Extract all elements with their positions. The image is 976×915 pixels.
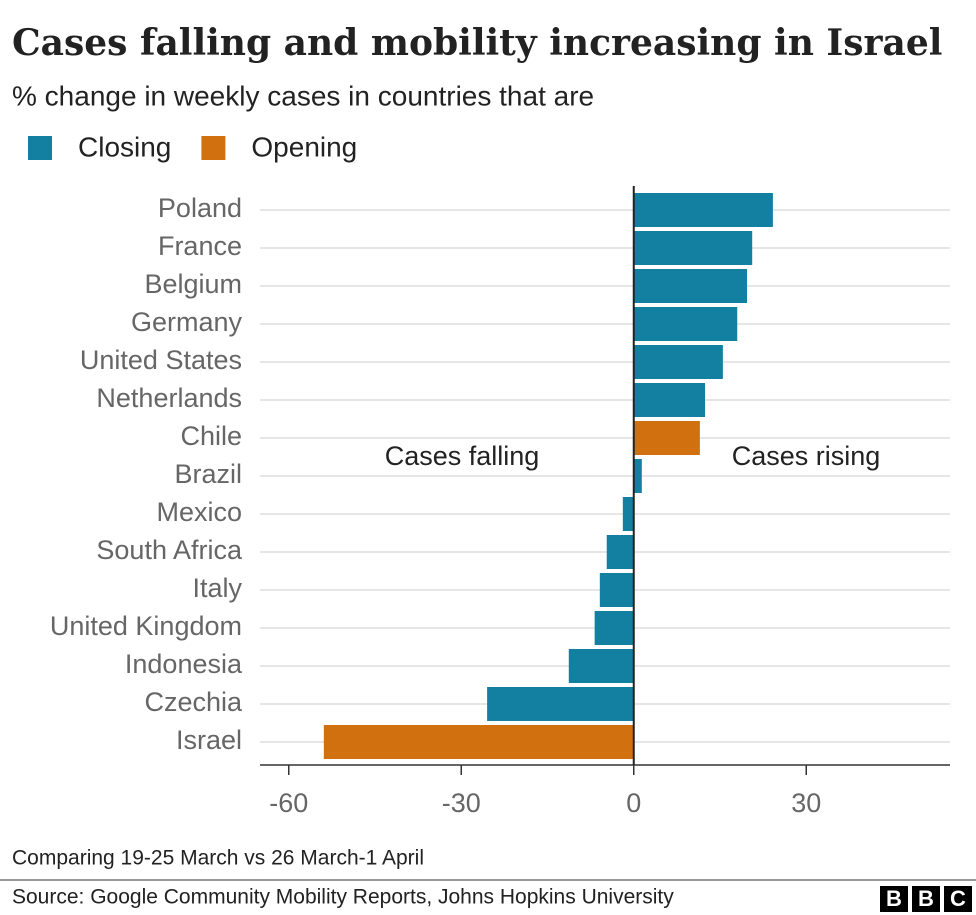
logo-letter: B bbox=[918, 886, 934, 911]
logo-letter: B bbox=[886, 886, 902, 911]
y-tick-label: South Africa bbox=[96, 535, 243, 565]
bar bbox=[599, 573, 634, 607]
y-tick-label: Chile bbox=[180, 421, 242, 451]
bar bbox=[633, 193, 773, 227]
y-tick-label: Poland bbox=[158, 193, 242, 223]
chart-subtitle: % change in weekly cases in countries th… bbox=[12, 80, 594, 111]
bar bbox=[633, 345, 723, 379]
logo-box bbox=[944, 886, 972, 912]
bar bbox=[594, 611, 634, 645]
bar bbox=[487, 687, 634, 721]
bar bbox=[633, 421, 700, 455]
y-tick-label: Brazil bbox=[174, 459, 242, 489]
bar bbox=[633, 231, 753, 265]
legend-label: Closing bbox=[78, 131, 171, 162]
note: Comparing 19-25 March vs 26 March-1 Apri… bbox=[12, 847, 424, 870]
legend-swatch bbox=[201, 136, 226, 160]
y-tick-label: United Kingdom bbox=[50, 611, 242, 641]
annotation: Cases rising bbox=[732, 441, 881, 471]
x-tick-label: -30 bbox=[442, 788, 481, 818]
bar bbox=[323, 725, 634, 759]
y-tick-label: Indonesia bbox=[125, 649, 243, 679]
legend-swatch bbox=[28, 136, 52, 160]
y-tick-label: Belgium bbox=[144, 269, 242, 299]
y-tick-label: Czechia bbox=[144, 687, 243, 717]
bar bbox=[633, 383, 706, 417]
logo-box bbox=[880, 886, 908, 912]
annotation: Cases falling bbox=[385, 441, 540, 471]
legend-label: Opening bbox=[251, 131, 357, 162]
bar bbox=[622, 497, 634, 531]
y-tick-label: Germany bbox=[131, 307, 243, 337]
chart-title: Cases falling and mobility increasing in… bbox=[12, 22, 942, 64]
logo-box bbox=[912, 886, 940, 912]
y-tick-label: France bbox=[158, 231, 242, 261]
bar bbox=[568, 649, 634, 683]
y-tick-label: Netherlands bbox=[96, 383, 242, 413]
bar bbox=[633, 269, 748, 303]
logo-letter: C bbox=[950, 886, 966, 911]
y-tick-label: United States bbox=[80, 345, 242, 375]
y-tick-label: Mexico bbox=[156, 497, 242, 527]
source: Source: Google Community Mobility Report… bbox=[12, 886, 674, 909]
bar bbox=[633, 459, 642, 493]
bar bbox=[633, 307, 738, 341]
y-tick-label: Israel bbox=[176, 725, 242, 755]
x-tick-label: -60 bbox=[269, 788, 308, 818]
x-tick-label: 30 bbox=[791, 788, 821, 818]
bar bbox=[606, 535, 634, 569]
x-tick-label: 0 bbox=[626, 788, 641, 818]
y-tick-label: Italy bbox=[192, 573, 242, 603]
